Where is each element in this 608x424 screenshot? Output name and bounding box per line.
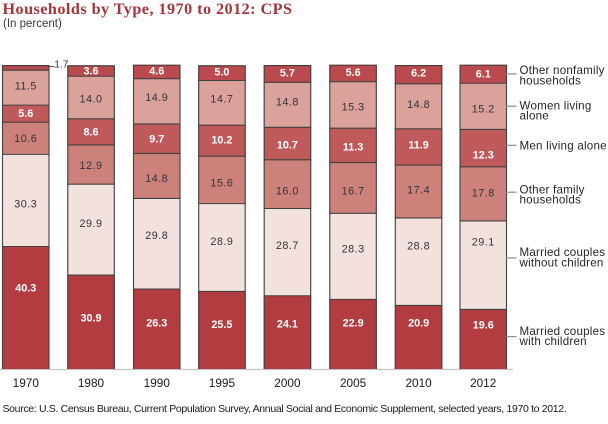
svg-text:28.9: 28.9 xyxy=(210,236,233,248)
svg-text:14.8: 14.8 xyxy=(407,99,430,111)
svg-text:Source: U.S. Census Bureau, Cu: Source: U.S. Census Bureau, Current Popu… xyxy=(3,403,567,415)
svg-text:Married couples: Married couples xyxy=(520,325,606,338)
svg-text:30.9: 30.9 xyxy=(80,313,101,325)
svg-text:20.9: 20.9 xyxy=(408,318,429,330)
svg-text:14.8: 14.8 xyxy=(276,97,299,109)
svg-text:8.6: 8.6 xyxy=(83,127,98,139)
svg-text:26.3: 26.3 xyxy=(146,318,167,330)
svg-text:28.7: 28.7 xyxy=(276,240,299,252)
svg-text:17.4: 17.4 xyxy=(407,184,430,196)
svg-text:10.2: 10.2 xyxy=(211,135,232,147)
svg-text:Women living: Women living xyxy=(520,99,592,112)
svg-text:(In percent): (In percent) xyxy=(3,18,62,30)
svg-text:28.3: 28.3 xyxy=(342,244,365,256)
svg-text:with children: with children xyxy=(519,335,587,348)
svg-text:10.6: 10.6 xyxy=(14,133,37,145)
svg-text:40.3: 40.3 xyxy=(15,283,36,295)
svg-text:Married couples: Married couples xyxy=(520,246,606,259)
svg-text:11.3: 11.3 xyxy=(343,142,363,154)
svg-text:1970: 1970 xyxy=(13,376,40,390)
svg-text:5.6: 5.6 xyxy=(18,108,33,120)
svg-text:5.7: 5.7 xyxy=(280,68,295,80)
svg-text:5.0: 5.0 xyxy=(214,66,229,78)
svg-text:2010: 2010 xyxy=(405,376,432,390)
svg-text:25.5: 25.5 xyxy=(211,319,232,331)
svg-text:30.3: 30.3 xyxy=(14,199,37,211)
svg-text:households: households xyxy=(520,193,582,206)
svg-text:15.3: 15.3 xyxy=(342,101,365,113)
svg-text:1980: 1980 xyxy=(78,376,105,390)
svg-text:14.7: 14.7 xyxy=(210,93,233,105)
svg-text:29.1: 29.1 xyxy=(472,237,495,249)
svg-text:28.8: 28.8 xyxy=(407,240,430,252)
svg-text:9.7: 9.7 xyxy=(149,134,164,146)
svg-text:3.6: 3.6 xyxy=(83,65,98,77)
svg-text:1995: 1995 xyxy=(209,376,236,390)
svg-text:2012: 2012 xyxy=(470,376,496,390)
svg-text:12.3: 12.3 xyxy=(473,149,494,161)
svg-text:16.0: 16.0 xyxy=(276,185,299,197)
svg-text:5.6: 5.6 xyxy=(346,67,361,79)
svg-text:Men living alone: Men living alone xyxy=(520,140,607,153)
svg-text:6.1: 6.1 xyxy=(476,68,491,80)
svg-text:14.9: 14.9 xyxy=(145,92,168,104)
svg-text:2000: 2000 xyxy=(274,376,301,390)
svg-text:alone: alone xyxy=(520,110,549,123)
svg-text:11.5: 11.5 xyxy=(15,81,37,93)
svg-text:1990: 1990 xyxy=(144,376,171,390)
svg-text:10.7: 10.7 xyxy=(277,140,298,152)
svg-text:without children: without children xyxy=(519,256,604,269)
svg-text:Households by Type, 1970 to 20: Households by Type, 1970 to 2012: CPS xyxy=(3,0,293,18)
svg-text:15.6: 15.6 xyxy=(210,178,233,190)
svg-text:Other family: Other family xyxy=(520,183,585,196)
svg-text:14.0: 14.0 xyxy=(79,94,102,106)
svg-text:15.2: 15.2 xyxy=(472,103,495,115)
svg-text:14.8: 14.8 xyxy=(145,173,168,185)
svg-text:17.8: 17.8 xyxy=(472,188,495,200)
svg-text:22.9: 22.9 xyxy=(343,317,364,329)
svg-text:19.6: 19.6 xyxy=(473,320,494,332)
svg-text:6.2: 6.2 xyxy=(411,68,426,80)
svg-text:households: households xyxy=(520,74,582,87)
svg-text:24.1: 24.1 xyxy=(277,318,298,330)
svg-text:1.7: 1.7 xyxy=(54,59,68,70)
svg-text:12.9: 12.9 xyxy=(79,160,102,172)
svg-text:11.9: 11.9 xyxy=(408,140,428,152)
svg-text:4.6: 4.6 xyxy=(149,66,164,78)
svg-text:29.8: 29.8 xyxy=(145,230,168,242)
svg-text:29.9: 29.9 xyxy=(79,218,102,230)
svg-text:16.7: 16.7 xyxy=(342,185,365,197)
svg-text:2005: 2005 xyxy=(340,376,367,390)
svg-text:Other nonfamily: Other nonfamily xyxy=(520,64,605,77)
